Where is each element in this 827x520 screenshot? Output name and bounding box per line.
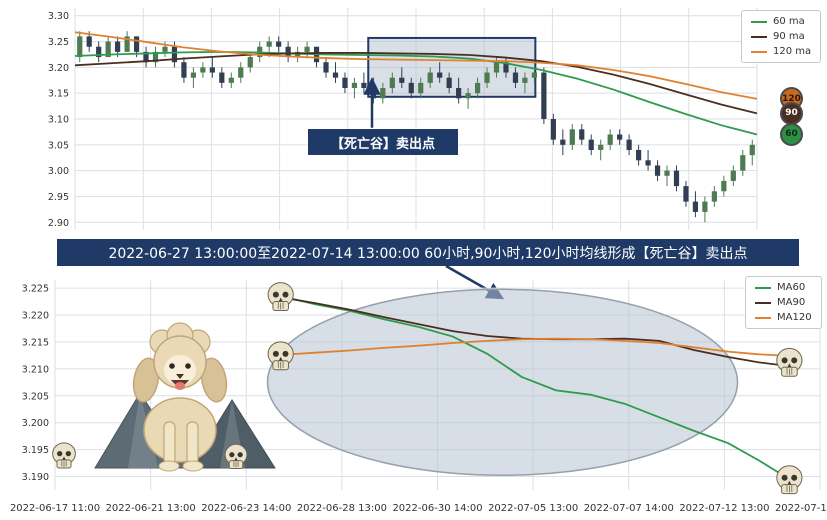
bottom-xtick-label: 2022-06-30 14:00 — [392, 503, 482, 514]
bottom-xtick-label: 2022-07-14 13:00 — [775, 503, 827, 514]
bottom-xtick-label: 2022-07-07 14:00 — [584, 503, 674, 514]
legend-label: MA60 — [777, 282, 806, 293]
legend-swatch — [755, 286, 771, 289]
bottom-ytick-label: 3.200 — [22, 418, 49, 429]
period-banner: 2022-06-27 13:00:00至2022-07-14 13:00:00 … — [57, 239, 799, 266]
ma-end-badge-90: 90 — [780, 101, 803, 125]
top-ytick-label: 3.00 — [48, 166, 69, 177]
legend-label: MA120 — [777, 312, 812, 323]
bottom-xtick-label: 2022-06-21 13:00 — [106, 503, 196, 514]
top-ytick-label: 3.20 — [48, 63, 69, 74]
candlestick-series — [77, 31, 755, 223]
legend-label: MA90 — [777, 297, 806, 308]
top-ytick-label: 2.90 — [48, 218, 69, 229]
skull-icon — [267, 282, 294, 312]
bottom-ytick-label: 3.190 — [22, 472, 49, 483]
bottom-ma-chart: 3.225 3.220 3.215 3.210 3.205 3.200 3.195 3.190… — [10, 280, 827, 514]
ma-line-90ma — [74, 52, 758, 115]
legend-label: 90 ma — [773, 31, 805, 42]
top-ytick-label: 3.10 — [48, 115, 69, 126]
bottom-ytick-label: 3.215 — [22, 337, 49, 348]
bottom-xtick-label: 2022-06-17 11:00 — [10, 503, 100, 514]
bottom-xtick-label: 2022-06-23 14:00 — [201, 503, 291, 514]
poodle-mountains-clipart — [52, 322, 276, 472]
top-ytick-label: 3.30 — [48, 11, 69, 22]
ma-line-ma60 — [280, 295, 790, 480]
top-ytick-label: 2.95 — [48, 192, 69, 203]
legend-item-ma120: MA120 — [755, 312, 812, 323]
bottom-ytick-label: 3.205 — [22, 391, 49, 402]
legend-item-90-ma: 90 ma — [751, 31, 811, 42]
bottom-chart-legend: MA60 MA90 MA120 — [745, 276, 822, 329]
ma-line-120ma — [74, 31, 758, 100]
bottom-xtick-label: 2022-06-28 13:00 — [297, 503, 387, 514]
top-candlestick-chart: 3.30 3.25 3.20 3.15 3.10 3.05 3.00 2.95 2.90 — [48, 8, 758, 230]
ma-line-60ma — [74, 50, 758, 136]
legend-item-ma60: MA60 — [755, 282, 812, 293]
poodle-eye — [169, 363, 175, 369]
legend-item-120-ma: 120 ma — [751, 46, 811, 57]
top-chart-legend: 60 ma 90 ma 120 ma — [741, 10, 822, 63]
legend-item-60-ma: 60 ma — [751, 16, 811, 27]
bottom-ytick-label: 3.220 — [22, 311, 49, 322]
bottom-xtick-label: 2022-07-05 13:00 — [488, 503, 578, 514]
skull-icon — [776, 347, 803, 377]
bottom-ytick-label: 3.225 — [22, 284, 49, 295]
skull-icon — [267, 341, 294, 371]
legend-swatch — [755, 301, 771, 304]
ma-line-ma120 — [280, 337, 790, 357]
legend-swatch — [755, 316, 771, 319]
legend-swatch — [751, 50, 767, 53]
legend-item-ma90: MA90 — [755, 297, 812, 308]
top-ytick-label: 3.05 — [48, 140, 69, 151]
skull-icon — [776, 465, 803, 495]
top-ytick-label: 3.25 — [48, 37, 69, 48]
skull-icon — [224, 443, 248, 469]
legend-swatch — [751, 20, 767, 23]
poodle-tongue — [175, 382, 185, 390]
skull-icon — [52, 442, 76, 469]
legend-label: 60 ma — [773, 16, 805, 27]
death-valley-ellipse — [266, 288, 739, 477]
legend-label: 120 ma — [773, 46, 812, 57]
ma-end-badge-60: 60 — [780, 122, 803, 146]
poodle-icon — [132, 322, 228, 472]
legend-swatch — [751, 35, 767, 38]
bottom-ytick-label: 3.195 — [22, 445, 49, 456]
top-ytick-label: 3.15 — [48, 89, 69, 100]
bottom-ytick-label: 3.210 — [22, 364, 49, 375]
death-valley-annotation: 【死亡谷】卖出点 — [308, 129, 458, 155]
poodle-nose — [176, 374, 184, 379]
poodle-eye — [185, 363, 191, 369]
bottom-xtick-label: 2022-07-12 13:00 — [679, 503, 769, 514]
